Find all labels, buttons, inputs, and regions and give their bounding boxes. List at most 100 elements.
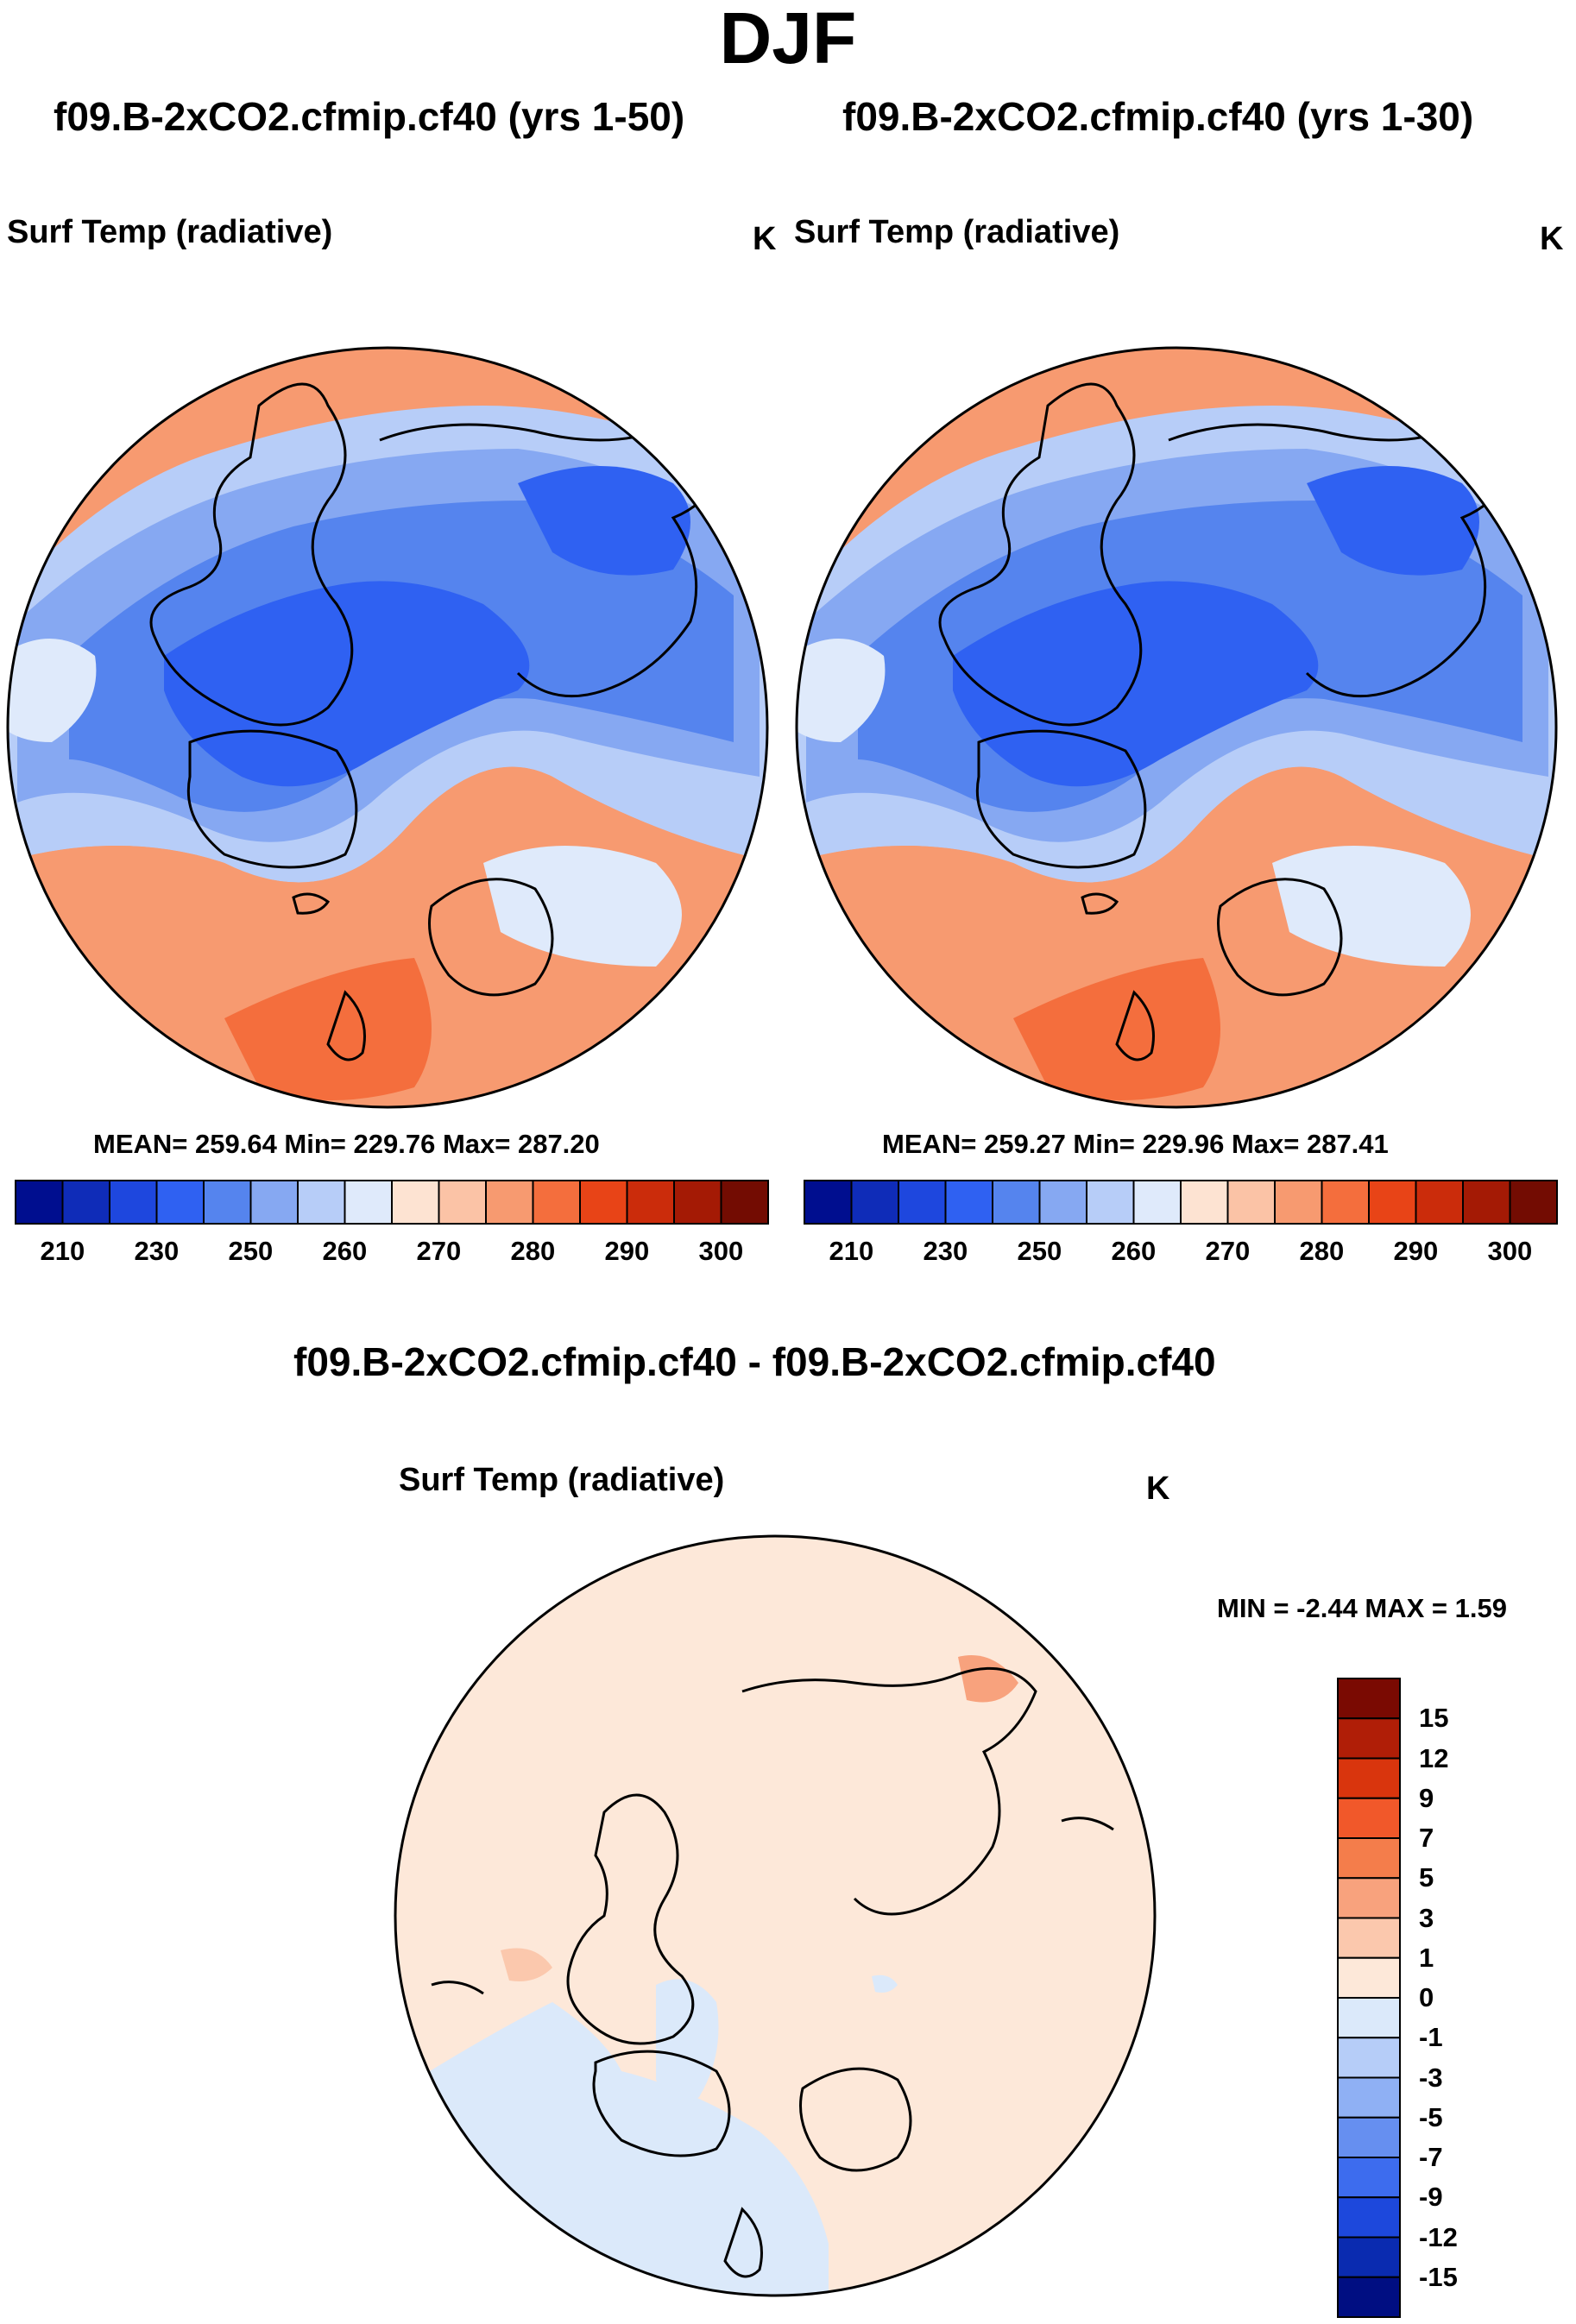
panel-2-colorbar-swatch bbox=[1226, 1180, 1276, 1225]
diff-colorbar-swatch bbox=[1337, 1678, 1401, 1720]
diff-stats: MIN = -2.44 MAX = 1.59 bbox=[1217, 1593, 1507, 1623]
panel-2-stats: MEAN= 259.27 Min= 229.96 Max= 287.41 bbox=[882, 1129, 1389, 1159]
panel-2-colorbar-tick-label: 290 bbox=[1393, 1236, 1439, 1266]
diff-colorbar-tick-label: 15 bbox=[1419, 1703, 1449, 1734]
panel-1-colorbar-tick-label: 280 bbox=[510, 1236, 556, 1266]
diff-colorbar-labels: 15 12 9 7 5 3 1 0 -1 -3 -5 -7 -9 -12 -15 bbox=[1419, 1678, 1488, 2317]
diff-colorbar-tick-label: -9 bbox=[1419, 2182, 1443, 2213]
panel-2-colorbar-swatch bbox=[944, 1180, 993, 1225]
panel-2-colorbar-swatch bbox=[1415, 1180, 1464, 1225]
panel-1-colorbar-swatch bbox=[297, 1180, 346, 1225]
panel-1-colorbar-swatch bbox=[109, 1180, 158, 1225]
figure-title: DJF bbox=[719, 0, 857, 79]
panel-2-colorbar-swatch bbox=[1321, 1180, 1370, 1225]
panel-2-colorbar-tick-label: 260 bbox=[1111, 1236, 1157, 1266]
diff-coastlines bbox=[431, 1666, 1114, 2278]
panel-2-field bbox=[797, 348, 1556, 1107]
panel-2-colorbar-swatch bbox=[1274, 1180, 1323, 1225]
panel-1-colorbar-tick-label: 300 bbox=[698, 1236, 744, 1266]
panel-2-colorbar-swatch bbox=[1086, 1180, 1135, 1225]
diff-colorbar-swatch bbox=[1337, 2037, 1401, 2079]
panel-1-coastlines bbox=[149, 382, 735, 1061]
panel-1-colorbar-swatch bbox=[344, 1180, 393, 1225]
panel-2-colorbar-swatch bbox=[804, 1180, 853, 1225]
panel-2-colorbar-swatch bbox=[1462, 1180, 1511, 1225]
panel-1-colorbar-swatch bbox=[579, 1180, 628, 1225]
panel-2-colorbar-swatch bbox=[1368, 1180, 1417, 1225]
diff-colorbar-swatch bbox=[1337, 1797, 1401, 1839]
panel-2-colorbar-swatch bbox=[1509, 1180, 1558, 1225]
diff-colorbar-tick-label: 0 bbox=[1419, 1982, 1434, 2012]
diff-colorbar-swatch bbox=[1337, 2076, 1401, 2119]
panel-1-colorbar-swatch bbox=[485, 1180, 534, 1225]
diff-colorbar-tick-label: 5 bbox=[1419, 1862, 1434, 1893]
panel-1-colorbar-tick-label: 230 bbox=[134, 1236, 180, 1266]
panel-2-colorbar-tick-label: 210 bbox=[829, 1236, 874, 1266]
diff-colorbar-tick-label: 3 bbox=[1419, 1902, 1434, 1933]
panel-2-colorbar bbox=[804, 1180, 1558, 1225]
panel-1-colorbar-swatch bbox=[673, 1180, 722, 1225]
diff-colorbar-tick-label: -15 bbox=[1419, 2261, 1458, 2292]
panel-1-colorbar-swatch bbox=[391, 1180, 440, 1225]
panel-2-colorbar-labels: 210 230 250 260 270 280 290 300 bbox=[804, 1236, 1557, 1270]
diff-colorbar-tick-label: -1 bbox=[1419, 2022, 1443, 2053]
panel-1-colorbar-tick-label: 210 bbox=[40, 1236, 85, 1266]
panel-1-colorbar-swatch bbox=[249, 1180, 299, 1225]
diff-field bbox=[395, 1536, 1155, 2296]
panel-1-colorbar-tick-label: 250 bbox=[228, 1236, 274, 1266]
diff-colorbar-swatch bbox=[1337, 2236, 1401, 2278]
diff-colorbar-swatch bbox=[1337, 2276, 1401, 2318]
panel-1-colorbar-swatch bbox=[626, 1180, 675, 1225]
diff-colorbar-tick-label: 7 bbox=[1419, 1823, 1434, 1853]
diff-colorbar-tick-label: -5 bbox=[1419, 2101, 1443, 2132]
panel-2-units-label: K bbox=[1540, 221, 1564, 257]
panel-2-colorbar-swatch bbox=[850, 1180, 899, 1225]
diff-colorbar-swatch bbox=[1337, 2196, 1401, 2239]
panel-2-colorbar-tick-label: 250 bbox=[1017, 1236, 1062, 1266]
diff-colorbar-tick-label: -7 bbox=[1419, 2142, 1443, 2172]
diff-colorbar-swatch bbox=[1337, 1717, 1401, 1760]
panel-1-colorbar-tick-label: 290 bbox=[604, 1236, 650, 1266]
panel-2-variable-label: Surf Temp (radiative) bbox=[794, 214, 1120, 250]
diff-variable-label: Surf Temp (radiative) bbox=[399, 1462, 725, 1498]
diff-units-label: K bbox=[1146, 1471, 1170, 1507]
diff-title: f09.B-2xCO2.cfmip.cf40 - f09.B-2xCO2.cfm… bbox=[293, 1339, 1216, 1384]
panel-1-colorbar-swatch bbox=[203, 1180, 252, 1225]
panel-2-colorbar-tick-label: 270 bbox=[1205, 1236, 1251, 1266]
panel-2-colorbar-swatch bbox=[992, 1180, 1041, 1225]
diff-colorbar-swatch bbox=[1337, 2157, 1401, 2199]
panel-2-colorbar-swatch bbox=[1132, 1180, 1182, 1225]
diff-colorbar-swatch bbox=[1337, 1956, 1401, 1999]
diff-colorbar-swatch bbox=[1337, 1997, 1401, 2039]
panel-1-title: f09.B-2xCO2.cfmip.cf40 (yrs 1-50) bbox=[54, 94, 685, 139]
diff-colorbar-tick-label: 12 bbox=[1419, 1742, 1449, 1773]
panel-1-colorbar-swatch bbox=[61, 1180, 110, 1225]
panel-2-colorbar-tick-label: 280 bbox=[1299, 1236, 1345, 1266]
panel-1-colorbar-labels: 210 230 250 260 270 280 290 300 bbox=[16, 1236, 768, 1270]
panel-1-variable-label: Surf Temp (radiative) bbox=[7, 214, 333, 250]
panel-2-colorbar-swatch bbox=[898, 1180, 947, 1225]
panel-2-colorbar-tick-label: 230 bbox=[923, 1236, 968, 1266]
panel-1-units-label: K bbox=[753, 221, 777, 257]
diff-colorbar-swatch bbox=[1337, 1837, 1401, 1880]
diff-colorbar bbox=[1337, 1678, 1401, 2318]
panel-1-colorbar-swatch bbox=[720, 1180, 769, 1225]
diff-colorbar-tick-label: -3 bbox=[1419, 2062, 1443, 2093]
diff-colorbar-tick-label: 9 bbox=[1419, 1782, 1434, 1813]
panel-1-field bbox=[8, 348, 767, 1107]
diff-colorbar-tick-label: -12 bbox=[1419, 2221, 1458, 2252]
panel-2-colorbar-swatch bbox=[1180, 1180, 1229, 1225]
panel-2-colorbar-swatch bbox=[1038, 1180, 1087, 1225]
panel-1-colorbar-swatch bbox=[438, 1180, 487, 1225]
panel-1-colorbar-swatch bbox=[532, 1180, 581, 1225]
diff-colorbar-tick-label: 1 bbox=[1419, 1942, 1434, 1973]
panel-2-title: f09.B-2xCO2.cfmip.cf40 (yrs 1-30) bbox=[842, 94, 1474, 139]
diff-colorbar-swatch bbox=[1337, 2116, 1401, 2158]
panel-1-colorbar-tick-label: 270 bbox=[416, 1236, 462, 1266]
panel-1-colorbar-swatch bbox=[15, 1180, 64, 1225]
panel-1-stats: MEAN= 259.64 Min= 229.76 Max= 287.20 bbox=[93, 1129, 600, 1159]
panel-1-colorbar-swatch bbox=[155, 1180, 205, 1225]
diff-colorbar-swatch bbox=[1337, 1917, 1401, 1959]
diff-colorbar-swatch bbox=[1337, 1757, 1401, 1799]
panel-2-colorbar-tick-label: 300 bbox=[1487, 1236, 1533, 1266]
